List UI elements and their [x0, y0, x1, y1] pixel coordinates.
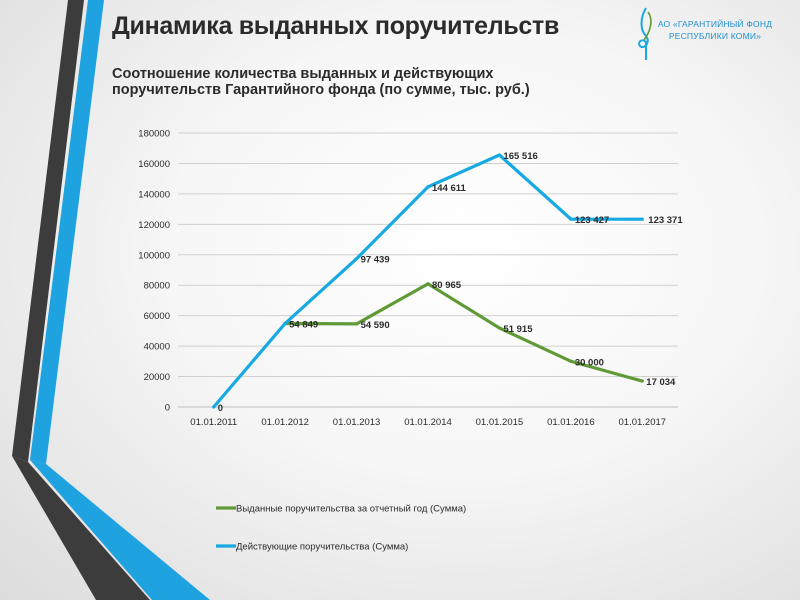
decor-wedge-dark	[12, 456, 150, 600]
logo-text: АО «ГАРАНТИЙНЫЙ ФОНД РЕСПУБЛИКИ КОМИ»	[654, 18, 776, 42]
data-label: 123 371	[648, 215, 683, 226]
data-point	[640, 379, 644, 383]
x-tick-label: 01.01.2017	[619, 417, 667, 428]
y-tick-label: 60000	[144, 311, 170, 322]
data-label: 54 590	[361, 320, 390, 331]
data-point	[497, 326, 502, 330]
x-tick-label: 01.01.2014	[404, 417, 452, 428]
data-label: 30 000	[575, 357, 604, 368]
decor-stripe-dark	[12, 0, 84, 462]
data-label: 54 849	[289, 320, 318, 331]
data-point	[426, 185, 430, 189]
data-label: 80 965	[432, 280, 462, 291]
data-point	[569, 359, 573, 363]
y-tick-label: 40000	[144, 342, 170, 353]
x-tick-label: 01.01.2013	[333, 417, 381, 428]
x-tick-label: 01.01.2015	[476, 417, 524, 428]
data-point	[426, 282, 430, 286]
y-tick-label: 180000	[138, 129, 170, 140]
decor-stripe-blue	[30, 0, 104, 464]
x-tick-label: 01.01.2011	[190, 417, 237, 428]
data-label: 51 915	[503, 324, 533, 335]
data-point	[569, 217, 573, 221]
data-label: 97 439	[361, 255, 390, 266]
data-point	[283, 321, 287, 326]
data-point	[354, 257, 359, 261]
data-label: 0	[218, 403, 223, 414]
music-clef-icon	[638, 7, 652, 60]
chart-title-line1: Соотношение количества выданных и действ…	[112, 66, 494, 82]
chart-title: Соотношение количества выданных и действ…	[112, 66, 672, 98]
logo-text-line1: АО «ГАРАНТИЙНЫЙ ФОНД	[657, 19, 773, 29]
series-line-2	[212, 153, 643, 409]
data-label: 123 427	[575, 215, 609, 226]
series-line-1	[285, 281, 643, 383]
decor-wedge-blue	[30, 460, 210, 600]
data-point	[497, 153, 502, 157]
legend-label: Действующие поручительства (Сумма)	[236, 542, 408, 553]
data-point	[212, 405, 216, 409]
y-tick-label: 20000	[144, 372, 170, 383]
data-point	[640, 217, 644, 221]
x-tick-label: 01.01.2012	[261, 417, 309, 428]
y-tick-label: 120000	[138, 220, 170, 231]
logo-text-line2: РЕСПУБЛИКИ КОМИ»	[668, 31, 762, 41]
data-label: 17 034	[646, 377, 676, 388]
chart-title-line2: поручительств Гарантийного фонда (по сум…	[112, 82, 530, 98]
logo: АО «ГАРАНТИЙНЫЙ ФОНД РЕСПУБЛИКИ КОМИ»	[634, 6, 774, 62]
legend-label: Выданные поручительства за отчетный год …	[236, 504, 466, 515]
data-label: 165 516	[503, 151, 537, 162]
data-label: 144 611	[432, 183, 467, 194]
y-tick-label: 140000	[138, 189, 170, 200]
y-tick-label: 160000	[138, 159, 170, 170]
x-tick-label: 01.01.2016	[547, 417, 595, 428]
y-tick-label: 0	[165, 403, 170, 414]
y-tick-label: 80000	[144, 281, 170, 292]
page-title: Динамика выданных поручительств	[112, 12, 560, 40]
data-point	[354, 322, 359, 326]
y-tick-label: 100000	[138, 250, 170, 261]
